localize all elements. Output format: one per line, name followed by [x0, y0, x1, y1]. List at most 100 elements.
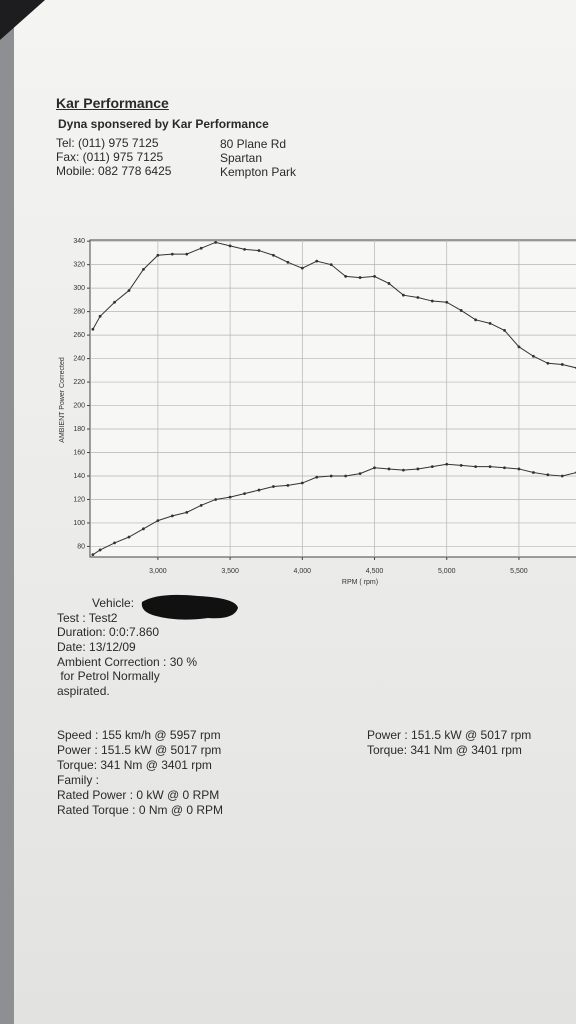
x-tick-label: 3,000: [149, 568, 167, 575]
y-tick-label: 160: [73, 449, 85, 456]
data-point: [185, 510, 189, 514]
data-point: [329, 474, 333, 478]
summary-line: Rated Torque : 0 Nm @ 0 RPM: [57, 803, 224, 817]
data-point: [127, 535, 131, 539]
y-tick-label: 80: [77, 543, 85, 550]
data-point: [156, 519, 160, 523]
x-tick-label: 5,500: [510, 568, 528, 575]
data-point: [560, 474, 564, 478]
data-point: [358, 276, 362, 279]
vehicle: Vehicle:: [92, 596, 135, 610]
summary-line: Power : 151.5 kW @ 5017 rpm: [367, 728, 532, 742]
data-point: [127, 289, 131, 292]
data-point: [329, 263, 333, 267]
data-point: [315, 475, 319, 479]
data-point: [243, 247, 246, 251]
corner-shadow: [0, 0, 45, 40]
data-point: [531, 354, 535, 358]
data-point: [373, 274, 376, 278]
data-point: [474, 465, 478, 468]
data-point: [199, 503, 203, 507]
data-point: [199, 246, 203, 250]
x-tick-label: 3,500: [221, 568, 239, 575]
address: Spartan: [220, 151, 263, 165]
data-point: [517, 467, 521, 471]
data-point: [91, 553, 95, 557]
data-point: [156, 253, 160, 257]
contact: Mobile: 082 778 6425: [56, 164, 172, 178]
summary-line: Torque: 341 Nm @ 3401 rpm: [57, 758, 212, 772]
data-point: [474, 318, 478, 322]
redaction: [141, 594, 238, 620]
data-point: [257, 488, 261, 492]
data-point: [402, 468, 405, 472]
y-tick-label: 320: [73, 261, 85, 268]
data-point: [272, 253, 275, 257]
y-tick-label: 260: [73, 332, 85, 339]
test-line: Test : Test2: [57, 611, 118, 625]
data-point: [402, 293, 405, 297]
data-point: [91, 327, 95, 331]
data-point: [430, 299, 434, 303]
subtitle: Dyna sponsered by Kar Performance: [58, 117, 269, 131]
data-point: [286, 483, 290, 487]
test-line: Duration: 0:0:7.860: [57, 625, 160, 639]
title: Kar Performance: [56, 95, 169, 111]
data-point: [459, 309, 463, 312]
data-point: [286, 260, 290, 264]
summary-line: Family :: [57, 773, 99, 787]
data-point: [214, 240, 218, 244]
data-point: [98, 548, 102, 552]
address: 80 Plane Rd: [220, 137, 287, 151]
plot-area: [89, 239, 576, 558]
data-point: [459, 464, 463, 467]
data-point: [315, 259, 319, 263]
data-point: [228, 495, 232, 499]
summary-line: Power : 151.5 kW @ 5017 rpm: [57, 743, 222, 757]
data-point: [416, 467, 420, 471]
data-point: [416, 296, 420, 299]
test-line: Date: 13/12/09: [57, 640, 136, 654]
data-point: [113, 300, 116, 304]
data-point: [488, 465, 492, 468]
data-point: [300, 266, 304, 270]
data-point: [272, 485, 275, 488]
contact: Fax: (011) 975 7125: [56, 150, 164, 164]
data-point: [517, 345, 521, 349]
x-tick-label: 5,000: [438, 568, 456, 575]
data-point: [503, 466, 506, 470]
y-tick-label: 300: [73, 285, 85, 292]
data-point: [546, 473, 550, 477]
data-point: [170, 514, 174, 518]
test-line: aspirated.: [57, 684, 110, 698]
data-point: [488, 321, 492, 325]
y-tick-label: 200: [73, 402, 85, 409]
test-line: Ambient Correction : 30 %: [57, 655, 198, 669]
summary-line: Speed : 155 km/h @ 5957 rpm: [57, 728, 221, 742]
data-point: [228, 244, 232, 248]
x-tick-label: 4,500: [366, 568, 384, 575]
y-tick-label: 120: [73, 496, 85, 503]
data-point: [546, 361, 550, 365]
data-point: [503, 329, 506, 332]
data-point: [387, 467, 391, 471]
data-point: [387, 282, 391, 285]
data-point: [445, 462, 449, 466]
y-tick-label: 100: [73, 520, 85, 527]
data-point: [344, 474, 348, 478]
data-point: [300, 481, 304, 485]
chart: AMBIENT Power Corrected RPM ( rpm) 80 100…: [59, 238, 576, 586]
y-tick-label: 180: [73, 426, 85, 433]
data-point: [257, 249, 261, 252]
data-point: [185, 252, 189, 256]
test-line: for Petrol Normally: [57, 669, 160, 683]
data-point: [170, 252, 174, 256]
x-tick-label: 4,000: [294, 568, 312, 575]
data-point: [98, 314, 102, 318]
y-axis-label: AMBIENT Power Corrected: [59, 357, 66, 443]
data-point: [142, 527, 145, 531]
y-tick-label: 220: [73, 379, 85, 386]
data-point: [560, 363, 564, 366]
data-point: [113, 541, 116, 545]
